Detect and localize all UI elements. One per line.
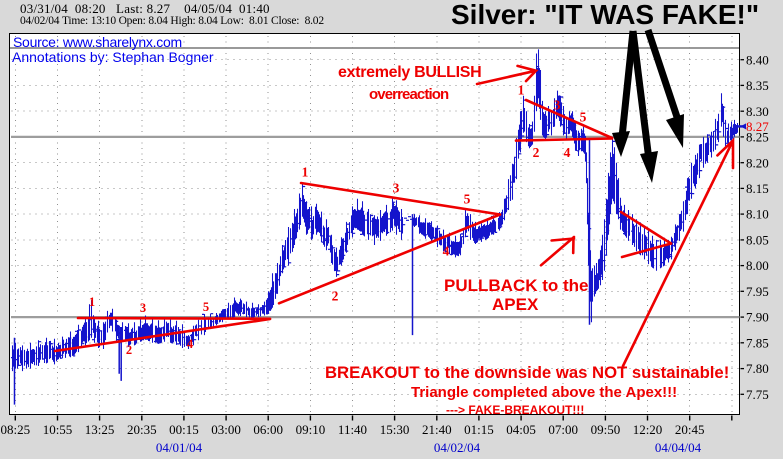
svg-text:8.40: 8.40 [746,52,769,67]
svg-text:3: 3 [554,98,561,113]
svg-text:8.30: 8.30 [746,104,769,119]
svg-text:8.10: 8.10 [746,207,769,222]
svg-text:3: 3 [393,181,400,196]
svg-text:04/04/04: 04/04/04 [655,440,702,455]
svg-text:5: 5 [580,110,587,125]
svg-text:00:15: 00:15 [169,422,199,437]
svg-text:8.15: 8.15 [746,181,769,196]
svg-text:03:00: 03:00 [211,422,241,437]
svg-text:4: 4 [187,337,194,351]
svg-text:7.90: 7.90 [746,310,769,325]
svg-text:15:30: 15:30 [380,422,410,437]
svg-text:06:00: 06:00 [253,422,283,437]
svg-text:2: 2 [533,145,540,160]
svg-text:8.25: 8.25 [746,130,769,145]
svg-text:07:00: 07:00 [548,422,578,437]
svg-text:01:15: 01:15 [464,422,494,437]
svg-text:12:20: 12:20 [633,422,663,437]
svg-text:20:45: 20:45 [675,422,705,437]
svg-text:4: 4 [443,244,450,259]
svg-text:2: 2 [332,289,339,304]
svg-text:5: 5 [203,300,209,314]
svg-text:20:35: 20:35 [127,422,157,437]
svg-text:7.85: 7.85 [746,335,769,350]
svg-text:04:05: 04:05 [506,422,536,437]
svg-text:8.05: 8.05 [746,233,769,248]
svg-text:09:50: 09:50 [591,422,621,437]
svg-text:8.27: 8.27 [746,119,769,134]
svg-text:4: 4 [564,145,571,160]
svg-text:21:40: 21:40 [422,422,452,437]
svg-text:04/01/04: 04/01/04 [156,440,203,455]
svg-text:11:40: 11:40 [338,422,367,437]
svg-text:8.35: 8.35 [746,78,769,93]
svg-text:7.75: 7.75 [746,387,769,402]
svg-text:8.20: 8.20 [746,155,769,170]
svg-text:3: 3 [140,301,146,315]
svg-text:1: 1 [518,83,525,98]
svg-text:7.95: 7.95 [746,284,769,299]
svg-text:7.80: 7.80 [746,361,769,376]
svg-text:1: 1 [89,295,95,309]
svg-text:2: 2 [126,343,132,357]
svg-text:1: 1 [302,165,309,180]
svg-text:08:25: 08:25 [0,422,30,437]
svg-text:04/02/04: 04/02/04 [434,440,481,455]
svg-text:13:25: 13:25 [85,422,115,437]
svg-text:09:10: 09:10 [296,422,326,437]
svg-text:8.00: 8.00 [746,258,769,273]
svg-text:5: 5 [464,192,471,207]
svg-text:10:55: 10:55 [43,422,73,437]
